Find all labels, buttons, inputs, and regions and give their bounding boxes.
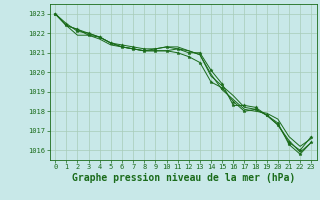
X-axis label: Graphe pression niveau de la mer (hPa): Graphe pression niveau de la mer (hPa) (72, 173, 295, 183)
